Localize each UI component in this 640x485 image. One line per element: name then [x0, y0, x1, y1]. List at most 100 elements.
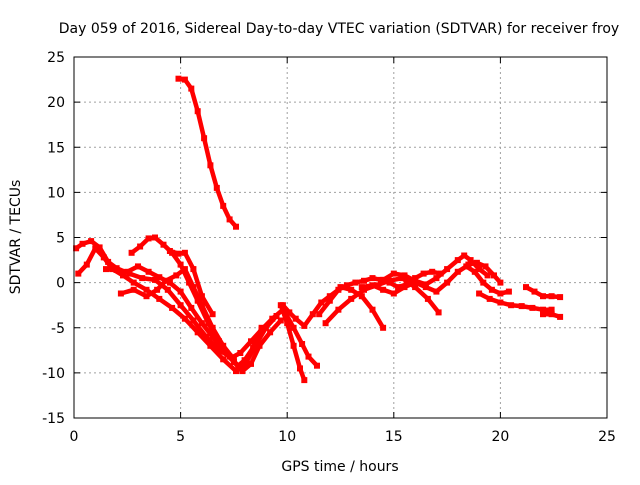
y-tick-label: 0 — [56, 276, 65, 292]
x-axis-label: GPS time / hours — [281, 459, 398, 475]
x-tick-label: 0 — [70, 429, 79, 445]
series-point — [209, 333, 216, 340]
x-tick-label: 20 — [491, 429, 509, 445]
series-point — [143, 286, 150, 293]
series-point — [395, 284, 402, 291]
series-point — [343, 282, 350, 289]
series-point — [166, 279, 173, 286]
y-tick-label: -10 — [42, 366, 65, 382]
series-point — [461, 252, 468, 259]
series-point — [358, 284, 365, 291]
series-point — [540, 306, 546, 313]
series-point — [352, 279, 359, 286]
series-point — [220, 356, 227, 363]
series-point — [277, 302, 284, 309]
series-point — [248, 360, 254, 367]
y-tick-label: -5 — [51, 321, 65, 337]
series-point — [508, 302, 515, 309]
series-point — [482, 263, 489, 270]
y-tick-label: 25 — [47, 50, 65, 66]
series-point — [162, 277, 169, 284]
series-point — [301, 377, 308, 384]
series-point — [75, 270, 82, 277]
series-point — [471, 268, 478, 275]
series-point — [290, 324, 297, 331]
series-point — [156, 295, 163, 302]
series-point — [92, 245, 99, 252]
series-point — [209, 324, 216, 331]
x-tick-label: 25 — [598, 429, 616, 445]
series-point — [497, 279, 504, 286]
series-point — [96, 244, 103, 251]
series-point — [194, 108, 201, 115]
series-point — [190, 266, 197, 273]
series-point — [241, 362, 248, 369]
series-point — [277, 317, 284, 324]
series-point — [88, 238, 95, 245]
series-point — [401, 284, 408, 291]
series-point — [250, 344, 257, 351]
series-point — [198, 302, 205, 309]
series-point — [173, 272, 180, 279]
series-point — [79, 240, 86, 247]
series-point — [207, 342, 214, 349]
series-point — [497, 290, 504, 297]
series-point — [181, 266, 188, 273]
series-point — [177, 288, 184, 295]
series-point — [169, 304, 176, 311]
series-point — [175, 250, 182, 257]
series-point — [557, 313, 564, 320]
series-point — [488, 286, 495, 293]
series-point — [177, 261, 184, 268]
series-point — [433, 288, 440, 295]
series-line-arc-13 — [359, 264, 512, 296]
series-point — [120, 272, 126, 279]
grid — [74, 57, 607, 418]
series-point — [444, 279, 451, 286]
series-point — [497, 299, 504, 306]
series-point — [380, 324, 387, 331]
series-point — [316, 311, 323, 318]
series-point — [233, 223, 239, 230]
series-point — [135, 263, 141, 270]
series-point — [480, 279, 487, 286]
series-point — [318, 299, 325, 306]
series-point — [424, 295, 431, 302]
series-point — [429, 268, 436, 275]
series-point — [301, 322, 308, 329]
series-line-arc-12 — [323, 275, 441, 326]
series-point — [484, 272, 491, 279]
series-point — [137, 243, 144, 250]
x-tick-label: 5 — [176, 429, 185, 445]
series-point — [239, 368, 246, 375]
series-point — [305, 353, 312, 360]
chart-title: Day 059 of 2016, Sidereal Day-to-day VTE… — [59, 21, 619, 37]
series-point — [420, 270, 427, 277]
series-point — [139, 275, 146, 282]
series-point — [143, 293, 150, 300]
series-point — [299, 341, 306, 347]
series-point — [322, 320, 329, 327]
series-point — [100, 254, 107, 261]
x-tick-label: 15 — [385, 429, 403, 445]
series-point — [369, 282, 376, 289]
series-point — [207, 162, 214, 169]
series-point — [401, 272, 408, 279]
series-point — [258, 324, 265, 331]
series-point — [226, 216, 233, 223]
series-point — [117, 290, 124, 297]
series-point — [491, 272, 497, 279]
series-point — [290, 342, 297, 349]
y-tick-label: 20 — [47, 95, 65, 111]
series-point — [230, 356, 237, 363]
series-point — [113, 267, 120, 273]
series-layer — [73, 75, 564, 384]
series-point — [297, 365, 303, 372]
series-point — [292, 315, 299, 322]
series-point — [529, 304, 536, 311]
series-point — [256, 342, 263, 349]
series-point — [198, 293, 205, 300]
series-point — [181, 315, 188, 322]
series-point — [518, 303, 525, 310]
